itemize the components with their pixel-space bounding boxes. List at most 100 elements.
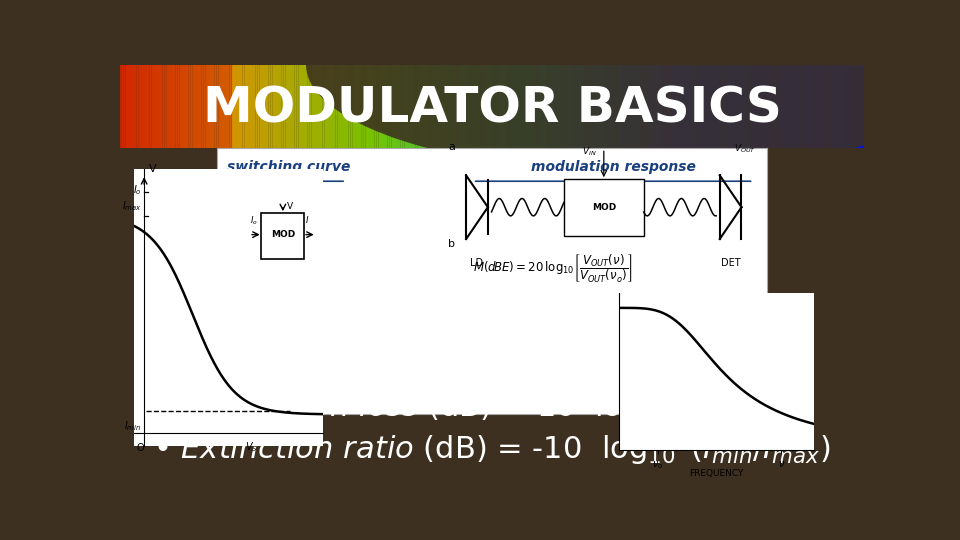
Bar xyxy=(699,65,702,148)
Bar xyxy=(380,65,384,148)
Bar xyxy=(134,65,138,148)
Bar xyxy=(711,65,715,148)
Bar xyxy=(447,65,450,148)
Bar xyxy=(306,65,309,148)
Bar xyxy=(848,65,851,148)
Bar xyxy=(492,65,495,148)
Bar xyxy=(695,65,698,148)
Bar xyxy=(425,65,428,148)
Bar xyxy=(533,65,537,148)
Bar xyxy=(278,65,281,148)
Bar xyxy=(758,65,761,148)
Bar xyxy=(302,65,305,148)
Bar xyxy=(124,65,127,148)
Bar xyxy=(814,65,817,148)
Bar xyxy=(263,65,267,148)
Bar xyxy=(245,65,248,148)
Bar xyxy=(672,65,676,148)
Bar xyxy=(388,65,391,148)
Bar xyxy=(594,65,598,148)
Bar xyxy=(806,65,809,148)
Bar xyxy=(769,65,773,148)
Text: modulation response: modulation response xyxy=(531,160,696,173)
Bar xyxy=(122,65,125,148)
Text: O: O xyxy=(136,443,144,453)
Bar xyxy=(408,65,412,148)
Bar xyxy=(406,65,410,148)
Bar xyxy=(386,65,390,148)
Bar xyxy=(315,65,319,148)
Bar xyxy=(221,65,224,148)
Bar xyxy=(130,65,132,148)
Bar xyxy=(461,65,464,148)
Bar xyxy=(394,65,396,148)
Bar xyxy=(336,65,339,148)
Bar xyxy=(165,65,168,148)
Bar xyxy=(702,65,706,148)
Bar xyxy=(630,65,633,148)
Bar xyxy=(223,65,226,148)
Bar xyxy=(751,65,754,148)
Bar xyxy=(455,65,458,148)
Bar xyxy=(830,65,834,148)
Bar xyxy=(606,65,609,148)
Text: LD: LD xyxy=(470,258,484,268)
Bar xyxy=(654,65,658,148)
Bar xyxy=(150,65,153,148)
Bar xyxy=(440,65,444,148)
Bar xyxy=(444,65,447,148)
Bar xyxy=(291,65,295,148)
Bar xyxy=(453,65,456,148)
Bar xyxy=(330,65,333,148)
Bar xyxy=(725,65,728,148)
Bar xyxy=(449,65,452,148)
Text: switching curve: switching curve xyxy=(227,160,350,173)
Bar xyxy=(737,65,741,148)
Bar xyxy=(570,65,573,148)
Bar xyxy=(249,65,252,148)
Bar xyxy=(392,65,395,148)
Bar xyxy=(358,65,361,148)
Bar xyxy=(628,65,631,148)
Bar xyxy=(429,65,432,148)
Text: • $\mathit{Extinction\ ratio}$ (dB) = -10  $\log_{10}$ ($I_{min}$/$I_{max}$): • $\mathit{Extinction\ ratio}$ (dB) = -1… xyxy=(154,433,830,466)
Bar xyxy=(598,65,601,148)
Text: DET: DET xyxy=(721,258,740,268)
Bar xyxy=(709,65,713,148)
Bar xyxy=(434,65,438,148)
Bar xyxy=(515,65,517,148)
Bar xyxy=(370,65,372,148)
Bar xyxy=(271,65,274,148)
Bar xyxy=(701,65,704,148)
Bar xyxy=(273,65,276,148)
Bar xyxy=(862,65,866,148)
Text: $V_{OUT}$: $V_{OUT}$ xyxy=(734,143,756,155)
Bar xyxy=(789,65,793,148)
Bar xyxy=(756,65,759,148)
Bar xyxy=(427,65,430,148)
Text: $V_{IN}$: $V_{IN}$ xyxy=(582,146,597,158)
Bar xyxy=(550,65,553,148)
Text: $V_S$: $V_S$ xyxy=(245,441,257,455)
Bar xyxy=(689,65,692,148)
Bar xyxy=(803,65,806,148)
Bar xyxy=(187,65,190,148)
Bar xyxy=(513,65,516,148)
Bar xyxy=(136,65,140,148)
Bar xyxy=(168,65,172,148)
Bar xyxy=(810,65,813,148)
Bar xyxy=(851,65,854,148)
Bar xyxy=(276,65,279,148)
Bar xyxy=(546,65,549,148)
Bar xyxy=(697,65,700,148)
Bar xyxy=(636,65,638,148)
Bar xyxy=(404,65,408,148)
Bar xyxy=(511,65,514,148)
Bar xyxy=(259,65,263,148)
Bar xyxy=(237,65,241,148)
Bar xyxy=(255,65,259,148)
Bar xyxy=(310,65,313,148)
Bar xyxy=(229,65,233,148)
Bar xyxy=(786,65,789,148)
Bar xyxy=(804,65,807,148)
